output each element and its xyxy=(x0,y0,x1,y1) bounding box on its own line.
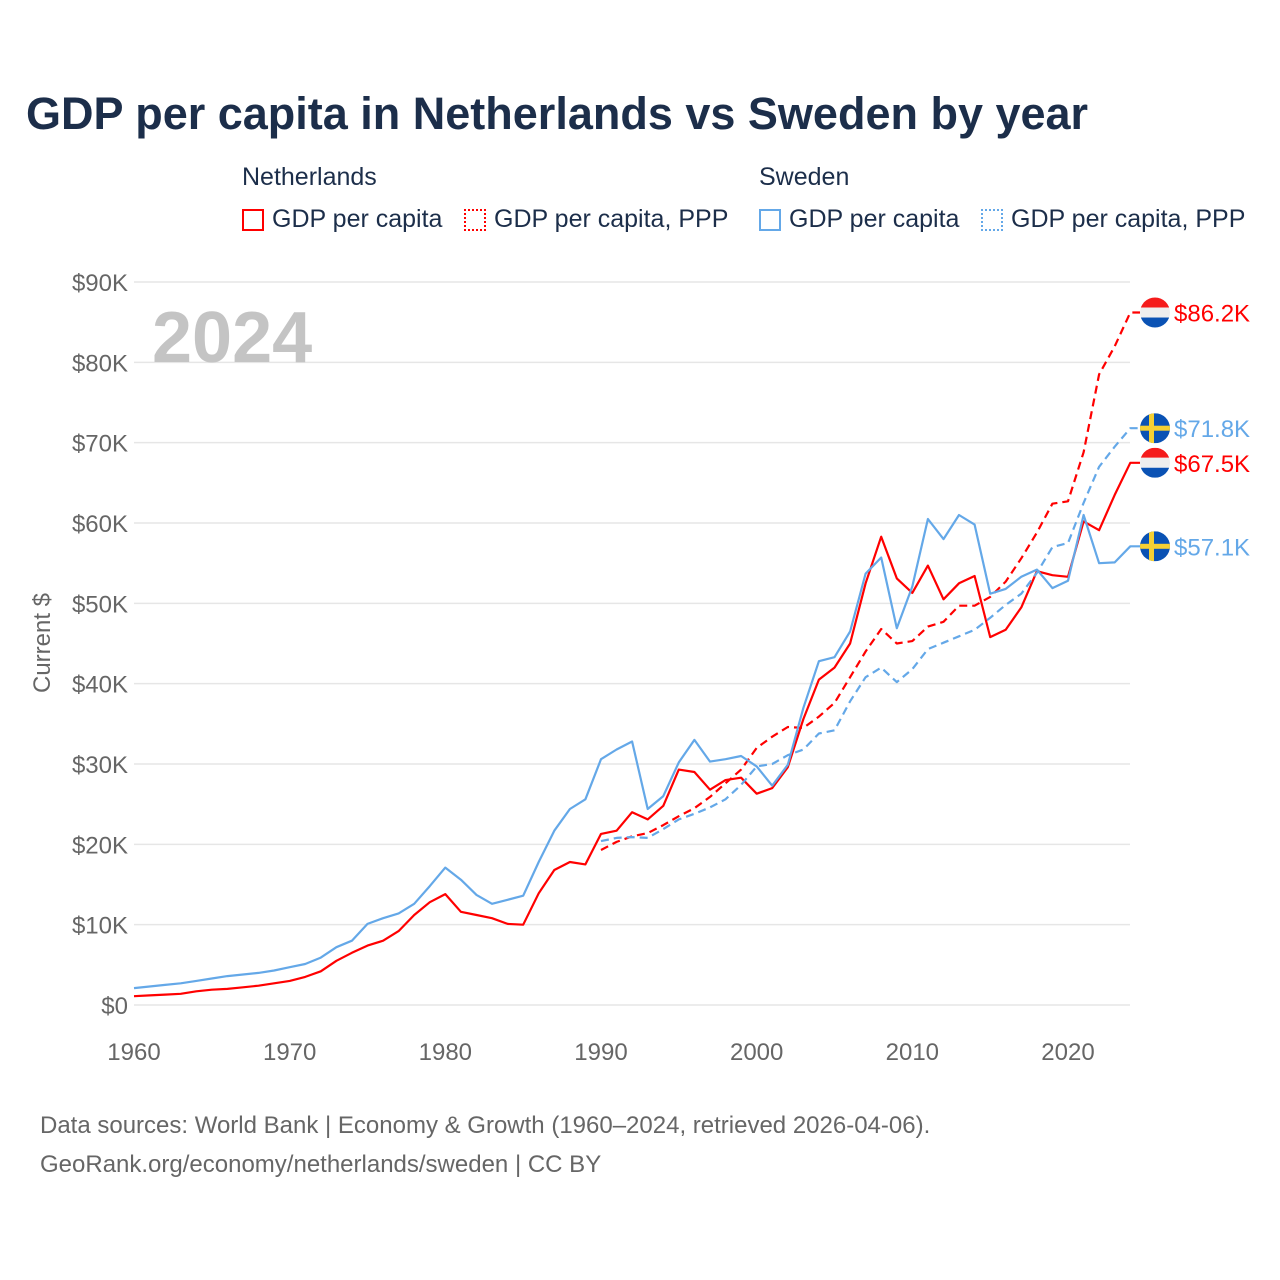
x-tick-label: 2020 xyxy=(1041,1039,1094,1066)
y-axis-label: Current $ xyxy=(29,593,56,693)
legend-group-netherlands: Netherlands xyxy=(242,163,377,191)
x-tick-label: 1960 xyxy=(107,1039,160,1066)
legend-se-gdp[interactable]: GDP per capita xyxy=(759,205,959,234)
end-value-label: $67.5K xyxy=(1174,451,1250,478)
legend-swatch xyxy=(242,208,264,231)
end-value-label: $57.1K xyxy=(1174,534,1250,561)
legend-nl-ppp[interactable]: GDP per capita, PPP xyxy=(464,205,728,234)
footer-sources: Data sources: World Bank | Economy & Gro… xyxy=(40,1112,931,1139)
flag-sweden-icon xyxy=(1140,531,1170,562)
x-tick-label: 1990 xyxy=(574,1039,627,1066)
series-line-netherlands-ppp xyxy=(600,311,1140,851)
end-value-label: $86.2K xyxy=(1174,301,1250,328)
x-tick-label: 2000 xyxy=(730,1039,783,1066)
flag-sweden-icon xyxy=(1140,413,1170,444)
footer-link[interactable]: GeoRank.org/economy/netherlands/sweden |… xyxy=(40,1151,602,1178)
flag-netherlands-icon xyxy=(1140,297,1170,328)
end-value-label: $71.8K xyxy=(1174,416,1250,443)
flag-netherlands-icon xyxy=(1140,447,1170,478)
legend-swatch xyxy=(759,208,781,231)
year-watermark: 2024 xyxy=(152,298,312,378)
legend-swatch xyxy=(464,208,486,231)
y-tick-label: $40K xyxy=(72,672,128,699)
y-tick-label: $20K xyxy=(72,832,128,859)
chart-title: GDP per capita in Netherlands vs Sweden … xyxy=(26,88,1089,139)
y-tick-label: $0 xyxy=(101,993,128,1020)
legend-label: GDP per capita, PPP xyxy=(1011,205,1246,233)
x-tick-label: 2010 xyxy=(886,1039,939,1066)
x-tick-label: 1970 xyxy=(263,1039,316,1066)
legend-label: GDP per capita xyxy=(789,205,960,233)
footer: Data sources: World Bank | Economy & Gro… xyxy=(40,1106,930,1184)
y-tick-label: $30K xyxy=(72,752,128,779)
legend-swatch xyxy=(981,208,1003,231)
y-tick-label: $60K xyxy=(72,511,128,538)
y-tick-label: $80K xyxy=(72,350,128,377)
x-tick-label: 1980 xyxy=(419,1039,472,1066)
series-line-sweden-gdp xyxy=(133,513,1140,990)
y-tick-label: $70K xyxy=(72,431,128,458)
y-tick-label: $90K xyxy=(72,270,128,297)
legend-nl-gdp[interactable]: GDP per capita xyxy=(242,205,442,234)
series-line-sweden-ppp xyxy=(600,427,1140,843)
legend-label: GDP per capita, PPP xyxy=(494,205,729,233)
y-tick-label: $10K xyxy=(72,913,128,940)
y-tick-label: $50K xyxy=(72,591,128,618)
legend-label: GDP per capita xyxy=(272,205,443,233)
legend-group-sweden: Sweden xyxy=(759,163,850,191)
series-line-netherlands-gdp xyxy=(133,461,1140,998)
legend-se-ppp[interactable]: GDP per capita, PPP xyxy=(981,205,1245,234)
